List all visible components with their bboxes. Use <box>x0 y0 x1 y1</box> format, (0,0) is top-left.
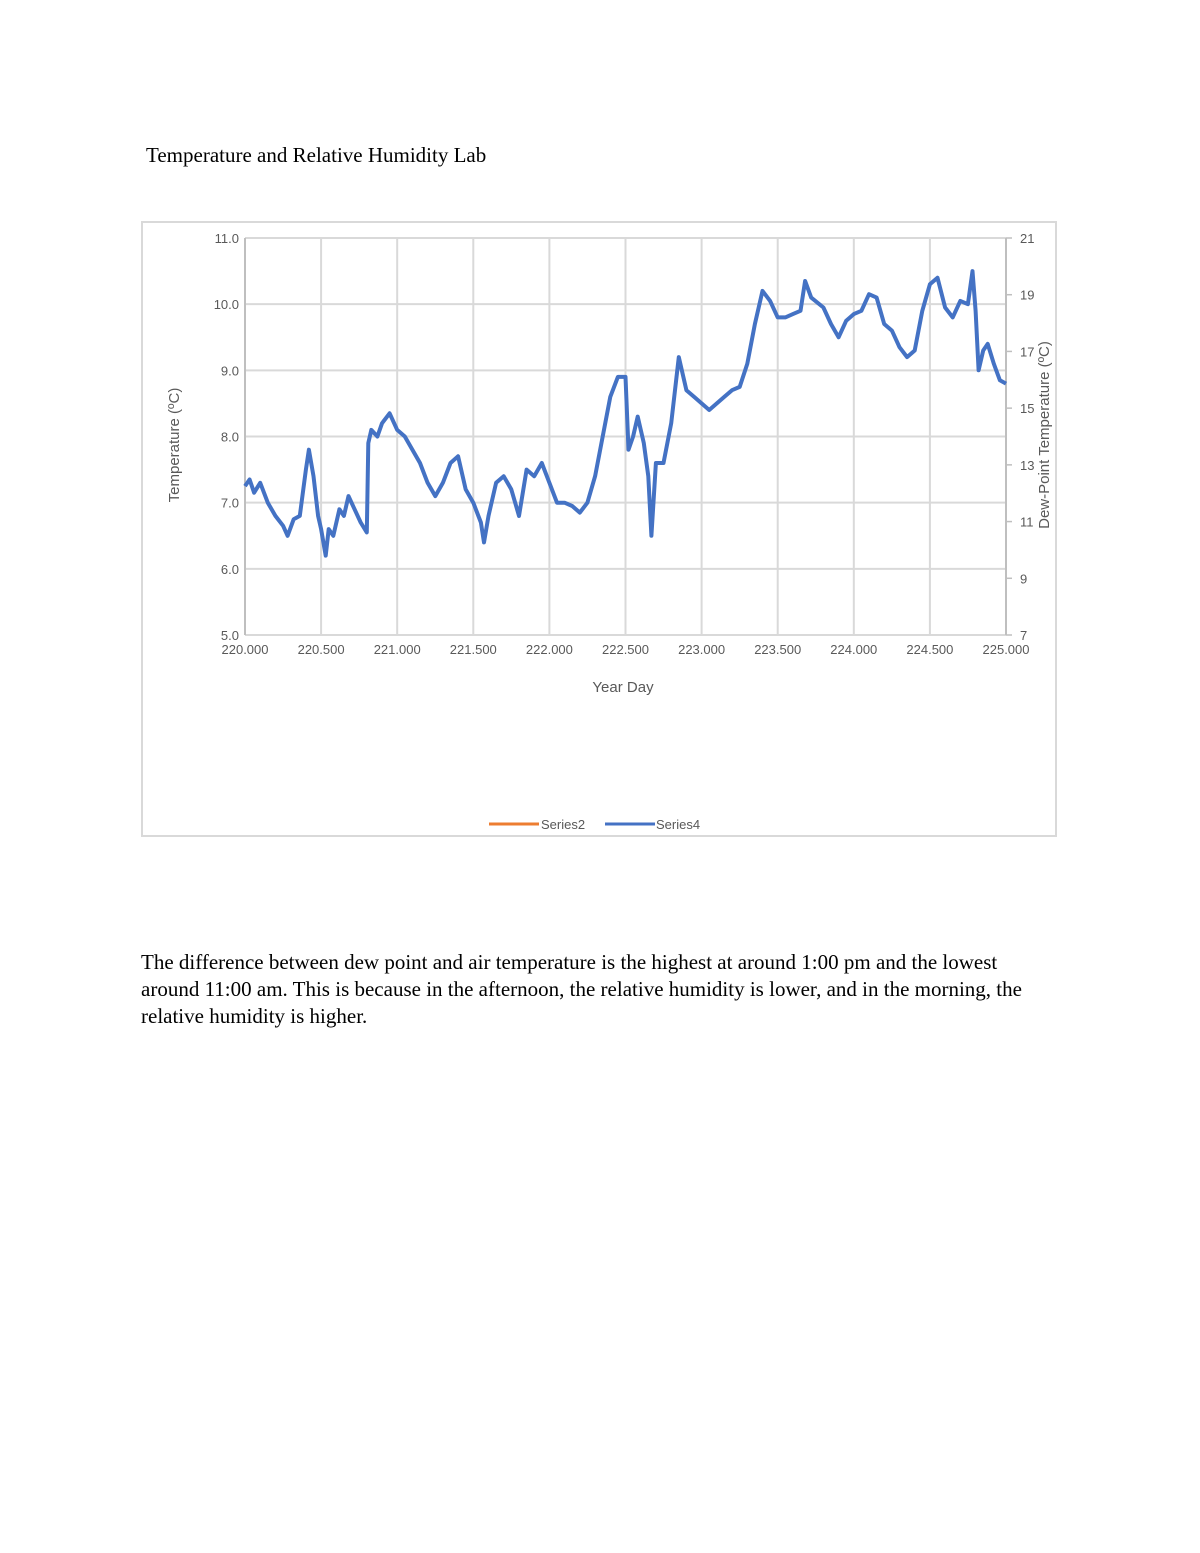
gridlines <box>244 237 1012 636</box>
y-tick-label: 11.0 <box>215 231 239 246</box>
x-tick-label: 223.500 <box>754 642 801 657</box>
y2-tick-label: 13 <box>1020 458 1034 473</box>
chart: 220.000 220.500 221.000 221.500 222.000 222.5… <box>141 221 1057 837</box>
y2-tick-label: 17 <box>1020 344 1034 359</box>
y2-tick-label: 19 <box>1020 288 1034 303</box>
y-tick-label: 6.0 <box>221 562 239 577</box>
series-line-series4 <box>243 269 1007 558</box>
tick-labels: 220.000 220.500 221.000 221.500 222.000 222.5… <box>214 231 1035 657</box>
y2-tick-label: 7 <box>1020 628 1027 643</box>
y-axis-label: Temperature (ºC) <box>166 388 183 503</box>
x-tick-label: 222.000 <box>526 642 573 657</box>
x-axis-label: Year Day <box>592 679 654 696</box>
x-tick-label: 223.000 <box>678 642 725 657</box>
x-tick-label: 220.500 <box>298 642 345 657</box>
y2-tick-label: 15 <box>1020 401 1034 416</box>
body-paragraph: The difference between dew point and air… <box>141 950 1022 1028</box>
x-tick-label: 224.000 <box>830 642 877 657</box>
x-tick-label: 221.500 <box>450 642 497 657</box>
y-tick-label: 5.0 <box>221 628 239 643</box>
series-lines <box>243 269 1007 558</box>
y2-tick-label: 9 <box>1020 571 1027 586</box>
y2-tick-label: 21 <box>1020 231 1034 246</box>
x-tick-label: 221.000 <box>374 642 421 657</box>
legend-label-series4: Series4 <box>656 817 700 832</box>
x-tick-label: 224.500 <box>906 642 953 657</box>
y2-tick-label: 11 <box>1020 515 1034 530</box>
legend-label-series2: Series2 <box>541 817 585 832</box>
y-tick-label: 8.0 <box>221 430 239 445</box>
y2-axis-label: Dew-Point Temperature (ºC) <box>1036 341 1053 529</box>
y-tick-label: 9.0 <box>221 363 239 378</box>
legend: Series2 Series4 <box>489 817 700 832</box>
y-tick-label: 7.0 <box>221 496 239 511</box>
chart-svg: 220.000 220.500 221.000 221.500 222.000 222.5… <box>166 231 1053 832</box>
y-tick-label: 10.0 <box>214 297 239 312</box>
x-tick-label: 225.000 <box>983 642 1030 657</box>
x-tick-label: 220.000 <box>222 642 269 657</box>
document-title: Temperature and Relative Humidity Lab <box>146 143 487 167</box>
x-tick-label: 222.500 <box>602 642 649 657</box>
